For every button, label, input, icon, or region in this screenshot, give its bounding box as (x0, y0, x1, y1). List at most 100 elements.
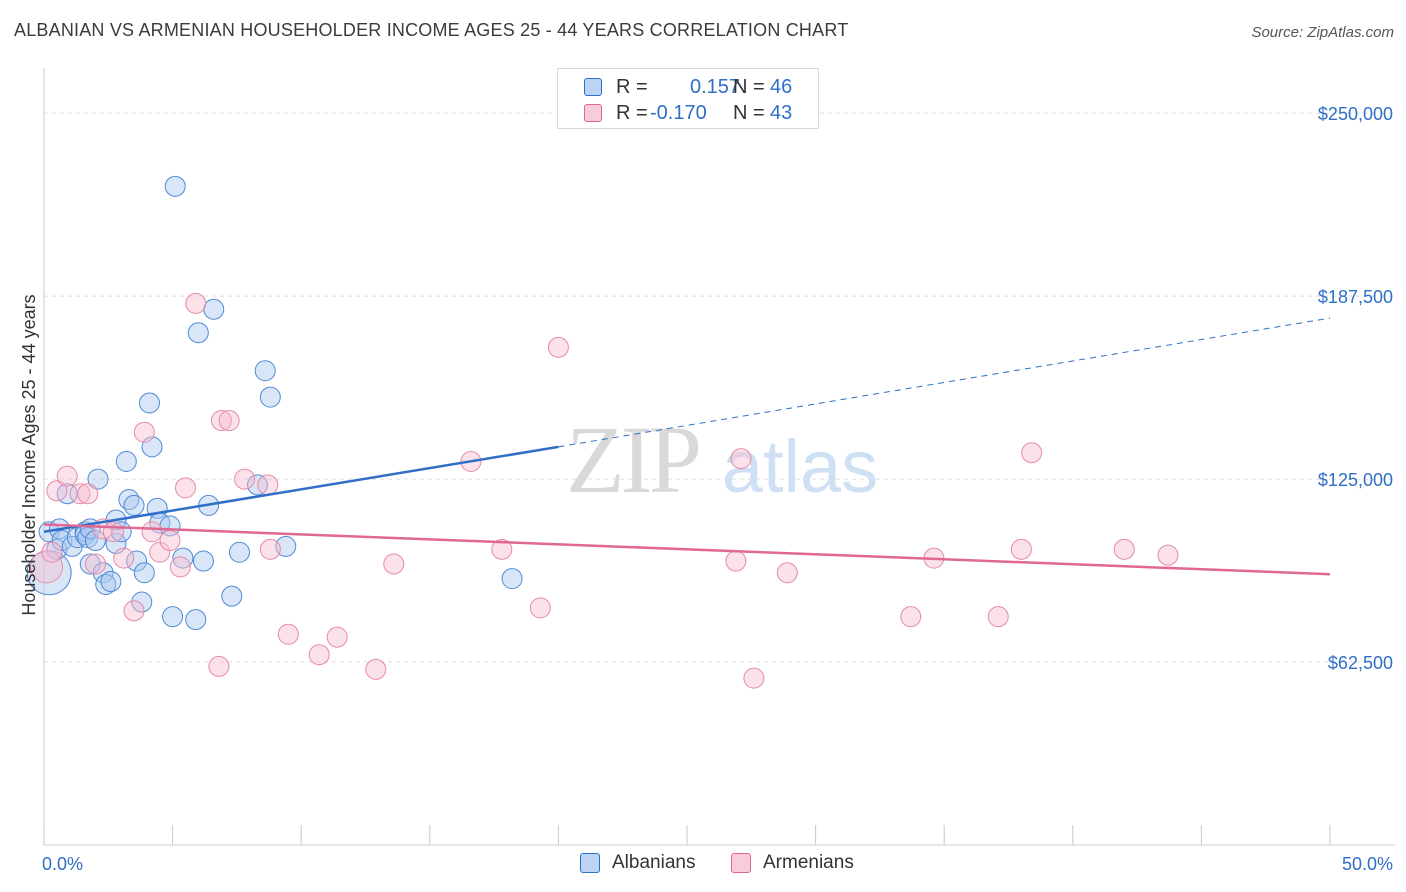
armenian-point (169, 556, 191, 578)
armenian-point (210, 410, 232, 432)
source-label: Source: ZipAtlas.com (1251, 24, 1394, 41)
armenian-point (84, 553, 106, 575)
r-label: R = (616, 102, 648, 124)
albanian-point (501, 568, 523, 590)
armenian-point (383, 553, 405, 575)
albanian-point (254, 360, 276, 382)
legend-row-albanian: R = 0.157 N = 46 (558, 75, 818, 101)
armenian-point (308, 644, 330, 666)
armenian-point (725, 550, 747, 572)
armenian-point (547, 336, 569, 358)
albanian-point (84, 530, 106, 552)
armenian-point (277, 623, 299, 645)
albanian-point (79, 553, 101, 575)
armenian-point (1021, 442, 1043, 464)
armenian-point (77, 483, 99, 505)
x-tick-label-min: 0.0% (42, 854, 83, 874)
albanian-point (87, 468, 109, 490)
armenian-point (259, 538, 281, 560)
y-axis-title: Householder Income Ages 25 - 44 years (19, 294, 39, 615)
y-tick-label: $187,500 (1318, 287, 1393, 307)
y-tick-label: $62,500 (1328, 653, 1393, 673)
legend-row-armenian: R = -0.170 N = 43 (558, 101, 818, 127)
axes (43, 68, 1395, 846)
armenian-point (218, 410, 240, 432)
armenian-point (30, 550, 64, 584)
armenian-point (1113, 538, 1135, 560)
armenian-point (56, 465, 78, 487)
armenians-swatch (731, 853, 751, 873)
albanian-point (123, 494, 145, 516)
stats-legend: R = 0.157 N = 46 R = -0.170 N = 43 (557, 68, 819, 129)
armenian-point (1010, 538, 1032, 560)
armenian-point (730, 448, 752, 470)
armenian-point (776, 562, 798, 584)
armenian-point (1157, 544, 1179, 566)
grid-lines (44, 112, 1395, 663)
armenian-point (365, 658, 387, 680)
n-label: N = (733, 76, 765, 98)
armenian-point (987, 606, 1009, 628)
n-label: N = (733, 102, 765, 124)
albanian-point (100, 571, 122, 593)
albanian-point (185, 609, 207, 631)
albanian-point (131, 591, 153, 613)
albanian-point (203, 298, 225, 320)
armenian-point (69, 483, 91, 505)
albanian-point (138, 392, 160, 414)
albanian-trend-extension (558, 317, 1331, 448)
albanian-n-value: 46 (770, 76, 793, 98)
albanian-point (162, 606, 184, 628)
armenian-point (743, 667, 765, 689)
x-tick-label-max: 50.0% (1342, 854, 1393, 874)
watermark: ZIP atlas (566, 406, 878, 513)
armenian-point (113, 547, 135, 569)
armenians-label: Armenians (763, 852, 854, 873)
y-tick-label: $125,000 (1318, 470, 1393, 490)
chart-title: ALBANIAN VS ARMENIAN HOUSEHOLDER INCOME … (14, 20, 849, 40)
armenian-point (900, 606, 922, 628)
trend-lines (43, 317, 1331, 576)
albanian-point (133, 562, 155, 584)
albanians-swatch (580, 853, 600, 873)
armenian-point (174, 477, 196, 499)
armenian-point (159, 530, 181, 552)
albanian-point (187, 322, 209, 344)
armenian-point (326, 626, 348, 648)
albanian-r-value: 0.157 (690, 76, 741, 98)
armenian-point (529, 597, 551, 619)
albanian-point (275, 535, 297, 557)
armenian-point (141, 521, 163, 543)
y-tick-labels: $62,500 $125,000 $187,500 $250,000 (1318, 104, 1393, 673)
armenian-point (123, 600, 145, 622)
albanian-point (259, 386, 281, 408)
armenian-point (491, 538, 513, 560)
armenian-point (257, 474, 279, 496)
albanian-point (221, 585, 243, 607)
armenian-point (102, 521, 124, 543)
armenian-point (133, 421, 155, 443)
albanians-label: Albanians (612, 852, 696, 873)
watermark-zip: ZIP (566, 406, 699, 513)
albanian-point (228, 541, 250, 563)
albanian-point (164, 175, 186, 197)
armenian-swatch (584, 104, 602, 122)
armenian-n-value: 43 (770, 102, 793, 124)
r-label: R = (616, 76, 648, 98)
armenian-point (41, 541, 63, 563)
albanian-point (126, 550, 148, 572)
armenian-point (208, 655, 230, 677)
armenian-r-value: -0.170 (650, 102, 707, 124)
armenian-point (46, 480, 68, 502)
albanian-point (172, 547, 194, 569)
albanian-point (115, 451, 137, 472)
albanian-swatch (584, 78, 602, 96)
albanian-trend-line (43, 445, 559, 533)
albanian-point (192, 550, 214, 572)
armenian-point (185, 292, 207, 314)
armenian-trend-line (43, 523, 1331, 576)
y-tick-label: $250,000 (1318, 104, 1393, 124)
series-armenians (30, 292, 1179, 689)
armenian-point (234, 468, 256, 490)
